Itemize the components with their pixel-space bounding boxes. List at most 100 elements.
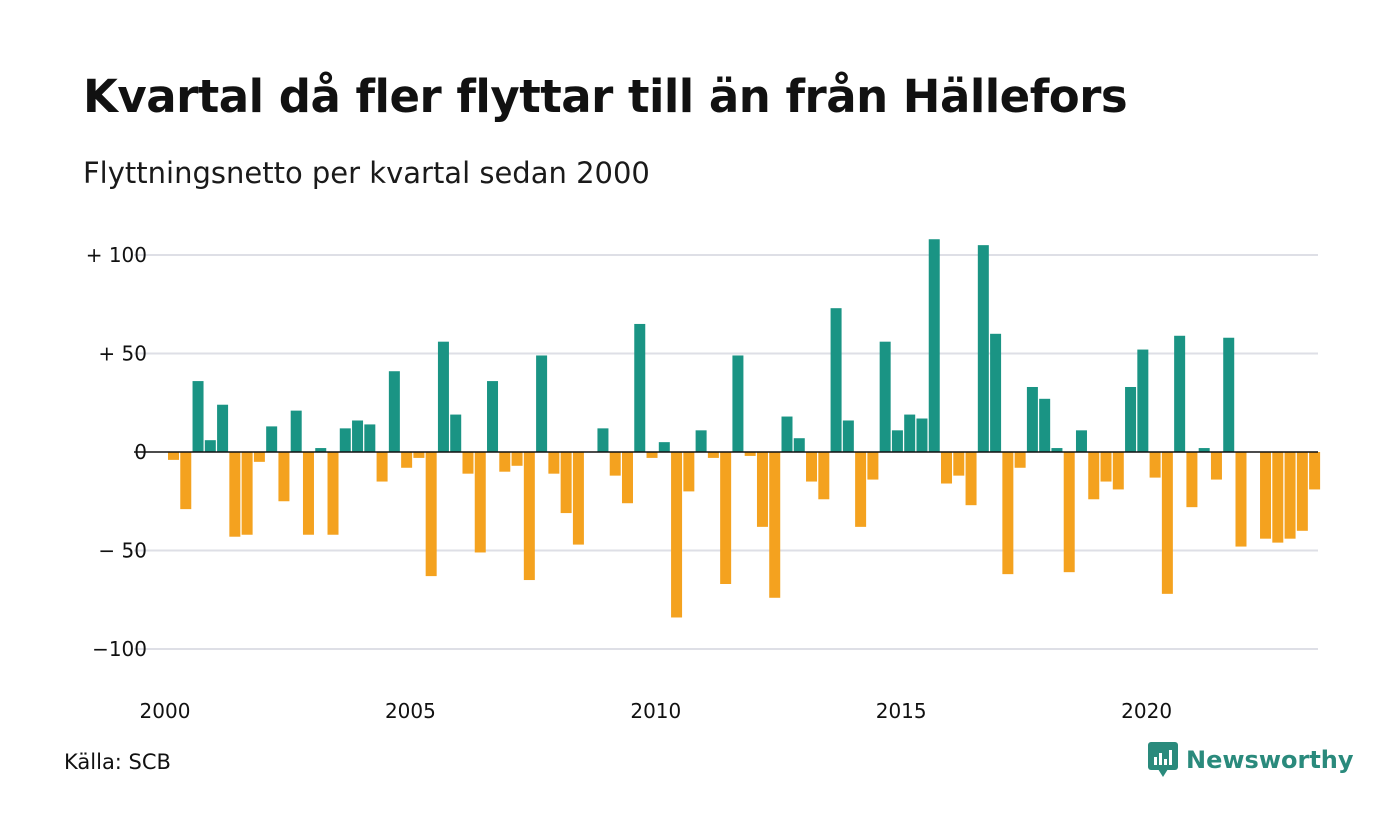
bar [965, 452, 977, 506]
bar [1161, 452, 1173, 594]
bar [732, 355, 744, 452]
bar [683, 452, 695, 492]
bar [744, 452, 756, 456]
bar [1284, 452, 1296, 539]
source-note: Källa: SCB [64, 750, 171, 774]
bar [769, 452, 781, 598]
bar [1223, 337, 1235, 452]
bar [315, 448, 327, 452]
y-tick-label: + 100 [86, 243, 147, 267]
y-tick-label: −100 [92, 637, 147, 661]
bar [523, 452, 535, 581]
bar [1112, 452, 1124, 490]
bar [204, 440, 216, 452]
bar [1026, 386, 1038, 452]
chart-subtitle: Flyttningsnetto per kvartal sedan 2000 [83, 156, 650, 190]
bar [818, 452, 830, 500]
bar [977, 245, 989, 452]
bar [855, 452, 867, 527]
bar [720, 452, 732, 584]
bar [376, 452, 388, 482]
bar [1149, 452, 1161, 478]
bar [548, 452, 560, 474]
bar [1100, 452, 1112, 482]
bar [1014, 452, 1026, 468]
bar [1309, 452, 1321, 490]
y-tick-label: + 50 [98, 342, 147, 366]
y-tick-label: 0 [134, 440, 147, 464]
bar [1174, 335, 1186, 452]
bar [437, 341, 449, 452]
bar [1088, 452, 1100, 500]
bar [597, 428, 609, 452]
bar [1063, 452, 1075, 573]
bar [352, 420, 364, 452]
bar [1039, 398, 1051, 452]
bar [879, 341, 891, 452]
bar [1075, 430, 1087, 452]
brand-name: Newsworthy [1186, 746, 1354, 774]
bar [1125, 386, 1137, 452]
bar [1137, 349, 1149, 452]
bar [192, 381, 204, 452]
x-axis-tick-labels: 2000 2005 2010 2015 2020 [140, 699, 1173, 723]
bar [217, 404, 229, 452]
bar [511, 452, 523, 466]
bar [1260, 452, 1272, 539]
bar [413, 452, 425, 458]
bar [278, 452, 290, 502]
y-tick-label: − 50 [98, 539, 147, 563]
bar [1210, 452, 1222, 480]
bar [1296, 452, 1308, 531]
bar [572, 452, 584, 545]
bar [646, 452, 658, 458]
bar [560, 452, 572, 514]
bar [756, 452, 768, 527]
bar [253, 452, 265, 462]
bar [327, 452, 339, 535]
newsworthy-logo-icon [1148, 742, 1178, 777]
bar [425, 452, 437, 577]
bar [180, 452, 192, 510]
bars [168, 239, 1321, 618]
bar [229, 452, 241, 537]
bar [1272, 452, 1284, 543]
x-tick-label: 2015 [876, 699, 927, 723]
bar [891, 430, 903, 452]
bar [707, 452, 719, 458]
bar [695, 430, 707, 452]
bar [806, 452, 818, 482]
x-tick-label: 2020 [1121, 699, 1172, 723]
bar [474, 452, 486, 553]
bar [266, 426, 278, 452]
bar [364, 424, 376, 452]
bar [499, 452, 511, 472]
bar [781, 416, 793, 452]
x-tick-label: 2000 [140, 699, 191, 723]
bar [634, 323, 646, 452]
bar [401, 452, 413, 468]
bar [830, 308, 842, 452]
bar [462, 452, 474, 474]
bar [671, 452, 683, 618]
bar [450, 414, 462, 452]
bar [536, 355, 548, 452]
bar [290, 410, 302, 452]
bar [1235, 452, 1247, 547]
bar [658, 442, 670, 452]
bar [793, 438, 805, 452]
bar [621, 452, 633, 504]
bar [339, 428, 351, 452]
chart-title: Kvartal då fler flyttar till än från Häl… [83, 70, 1128, 123]
brand-logo: Newsworthy [1148, 742, 1354, 778]
bar [916, 418, 928, 452]
bar [609, 452, 621, 476]
bar [941, 452, 953, 484]
bar [302, 452, 314, 535]
bar [953, 452, 965, 476]
bar [241, 452, 253, 535]
bar [1198, 448, 1210, 452]
bar [487, 381, 499, 452]
bar [867, 452, 879, 480]
